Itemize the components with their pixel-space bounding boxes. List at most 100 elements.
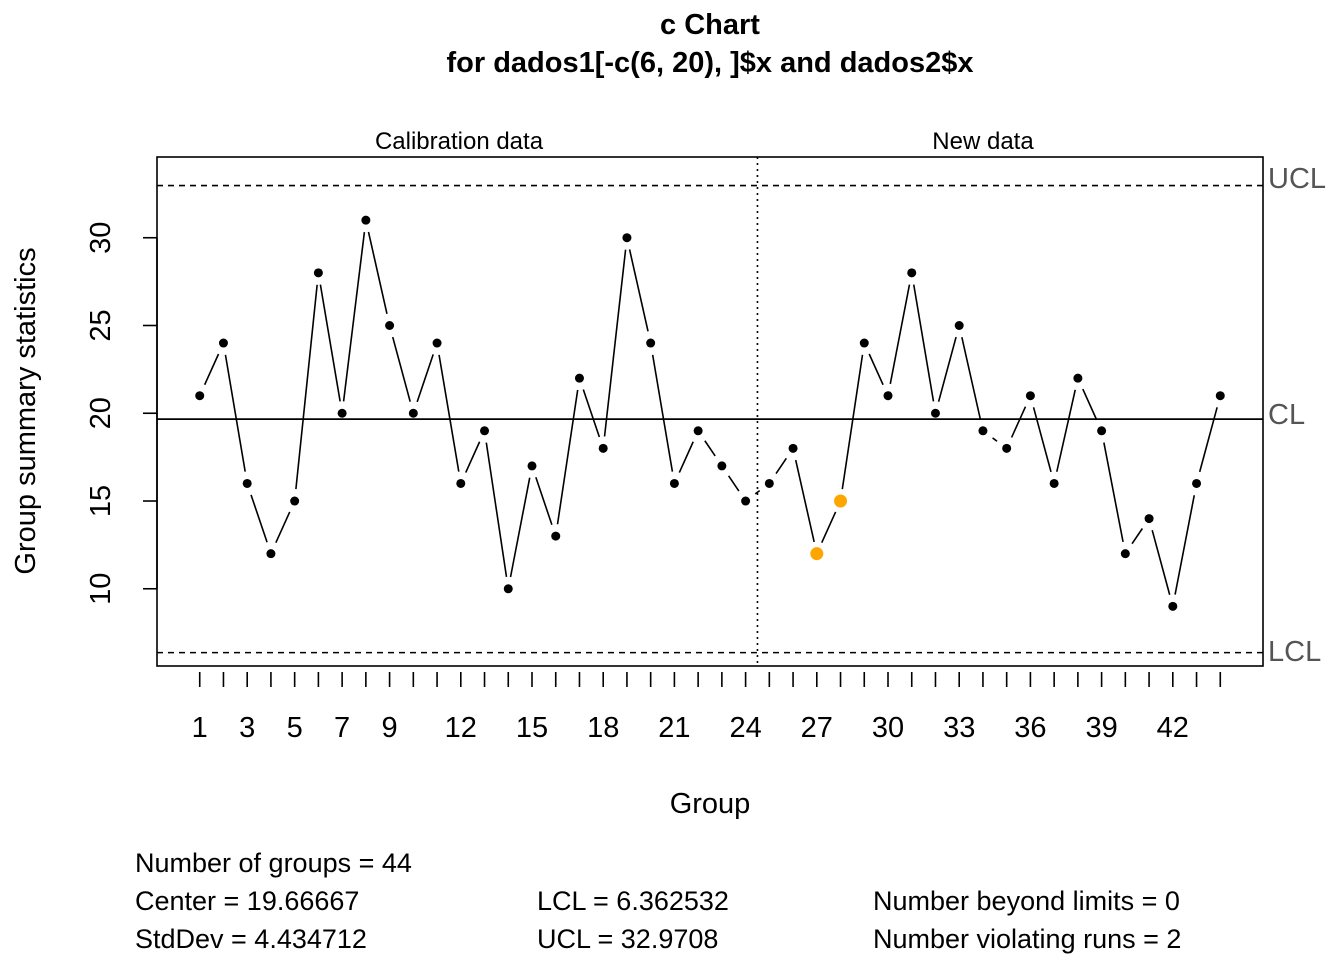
y-tick-label: 25	[85, 309, 117, 341]
data-point	[1097, 426, 1107, 436]
x-tick-label: 5	[287, 712, 303, 744]
x-tick-label: 30	[872, 712, 904, 744]
y-tick-label: 15	[85, 485, 117, 517]
data-point	[527, 461, 537, 471]
stats-number-of-groups: Number of groups = 44	[135, 848, 412, 878]
data-point	[1144, 514, 1154, 524]
series-segment	[678, 441, 694, 473]
x-tick-label: 18	[587, 712, 619, 744]
data-point	[337, 408, 347, 418]
series-segment	[535, 477, 553, 526]
section-label-calibration: Calibration data	[375, 128, 544, 155]
x-tick-label: 36	[1014, 712, 1046, 744]
series-segment	[1055, 389, 1077, 472]
series-segment	[582, 389, 601, 438]
data-point	[883, 391, 893, 401]
data-point	[646, 338, 656, 348]
x-tick-label: 12	[445, 712, 477, 744]
series-segment	[224, 354, 246, 472]
x-tick-label: 27	[801, 712, 833, 744]
x-tick-label: 15	[516, 712, 548, 744]
stats-violating-runs: Number violating runs = 2	[873, 924, 1182, 954]
x-tick-label: 21	[658, 712, 690, 744]
data-point	[764, 478, 774, 488]
data-point	[551, 531, 561, 541]
series-segment	[556, 389, 579, 525]
data-point	[930, 408, 940, 418]
data-point	[859, 338, 869, 348]
data-point	[432, 338, 442, 348]
data-point	[1025, 391, 1035, 401]
data-point	[788, 443, 798, 453]
x-tick-label: 39	[1085, 712, 1117, 744]
series-segment	[912, 284, 935, 402]
series-segment	[794, 459, 815, 543]
data-point	[717, 461, 727, 471]
series-segment	[342, 231, 366, 402]
chart-subtitle: for dados1[-c(6, 20), ]$x and dados2$x	[447, 47, 974, 79]
cl-label: CL	[1268, 399, 1305, 431]
stats-beyond-limits: Number beyond limits = 0	[873, 886, 1180, 916]
data-point	[313, 268, 323, 278]
stats-stddev: StdDev = 4.434712	[135, 924, 367, 954]
x-tick-label: 42	[1157, 712, 1189, 744]
lcl-label: LCL	[1268, 636, 1321, 668]
series-segment	[1032, 407, 1052, 473]
series-segment	[992, 437, 998, 442]
series-segment	[628, 249, 649, 332]
series-segment	[203, 353, 220, 386]
data-point	[1049, 478, 1059, 488]
series-segment	[1131, 528, 1144, 545]
series-segment	[319, 284, 341, 402]
series-segment	[438, 354, 460, 472]
data-point	[1120, 549, 1130, 559]
x-tick-label: 33	[943, 712, 975, 744]
data-point	[408, 408, 418, 418]
series-segment	[961, 337, 982, 420]
data-point	[1073, 373, 1083, 383]
plot-frame	[156, 156, 1264, 667]
series-segment	[841, 354, 864, 490]
data-point	[503, 584, 513, 594]
data-point	[574, 373, 584, 383]
series-segment	[464, 441, 481, 473]
data-point	[693, 426, 703, 436]
highlighted-point	[834, 494, 848, 508]
x-tick-label: 9	[382, 712, 398, 744]
series-segment	[868, 353, 884, 386]
stats-lcl: LCL = 6.362532	[537, 886, 729, 916]
data-point	[907, 268, 917, 278]
series-segment	[704, 440, 716, 457]
series-segment	[1082, 388, 1098, 421]
y-tick-label: 30	[85, 222, 117, 254]
data-point	[266, 549, 276, 559]
data-point	[456, 478, 466, 488]
data-point	[218, 338, 228, 348]
series-segment	[754, 489, 761, 495]
x-tick-label: 3	[239, 712, 255, 744]
data-point	[598, 443, 608, 453]
section-label-new: New data	[932, 128, 1034, 155]
series-segment	[509, 477, 531, 578]
data-point	[1215, 391, 1225, 401]
series-segment	[1198, 407, 1218, 473]
series-segment	[1174, 495, 1196, 595]
data-point	[385, 320, 395, 330]
y-tick-label: 10	[85, 573, 117, 605]
data-point	[741, 496, 751, 506]
series-segment	[367, 231, 388, 314]
series-segment	[250, 494, 268, 543]
x-tick-label: 24	[729, 712, 761, 744]
chart-title: c Chart	[660, 9, 760, 41]
data-point	[1002, 443, 1012, 453]
stats-ucl: UCL = 32.9708	[537, 924, 719, 954]
ucl-label: UCL	[1268, 163, 1326, 195]
y-tick-label: 20	[85, 397, 117, 429]
stats-center: Center = 19.66667	[135, 886, 360, 916]
series-segment	[391, 336, 411, 402]
x-tick-label: 1	[192, 712, 208, 744]
series-segment	[1103, 442, 1124, 543]
data-point	[1192, 478, 1202, 488]
data-point	[480, 426, 490, 436]
